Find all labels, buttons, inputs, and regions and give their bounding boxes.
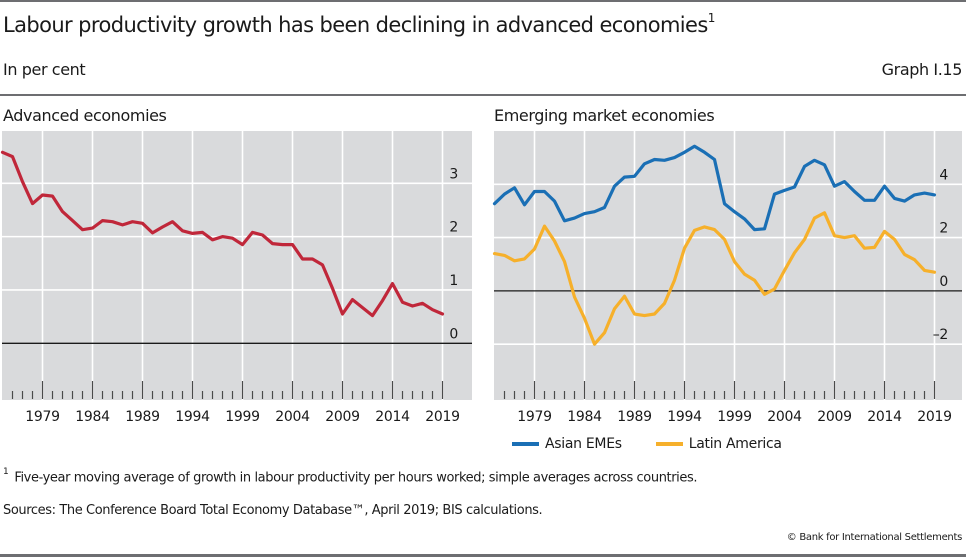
x-tick-label-advanced: 2009 (325, 409, 359, 425)
legend-label-asian-emes: Asian EMEs (545, 436, 622, 452)
x-tick-label-advanced: 1984 (75, 409, 110, 425)
chart-title: Labour productivity growth has been decl… (3, 11, 716, 37)
y-tick-label-emerging: 2 (939, 221, 948, 237)
x-tick-label-emerging: 1979 (517, 409, 551, 425)
bottom-rule (0, 554, 966, 557)
x-tick-label-emerging: 1989 (617, 409, 651, 425)
x-tick-label-emerging: 2014 (867, 409, 902, 425)
x-tick-label-emerging: 2004 (767, 409, 802, 425)
x-tick-label-emerging: 2019 (917, 409, 951, 425)
top-rule (0, 0, 966, 2)
y-tick-label-advanced: 2 (449, 220, 458, 236)
panel-title-advanced: Advanced economies (3, 106, 167, 125)
series-line-asian-emes (492, 144, 937, 232)
unit-subtitle: In per cent (3, 60, 86, 79)
legend-label-latin-america: Latin America (688, 436, 782, 452)
y-tick-label-advanced: 0 (449, 326, 458, 342)
title-footnote-marker: 1 (707, 11, 716, 25)
x-tick-label-emerging: 1994 (667, 409, 702, 425)
x-tick-label-advanced: 2004 (275, 409, 310, 425)
footnote: 1 Five-year moving average of growth in l… (3, 467, 698, 486)
y-tick-label-emerging: 4 (939, 167, 948, 183)
x-tick-label-advanced: 2014 (375, 409, 410, 425)
x-tick-label-emerging: 1984 (567, 409, 602, 425)
footnote-marker: 1 (3, 467, 9, 477)
legend-swatch-latin-america (655, 442, 683, 446)
sources-note: Sources: The Conference Board Total Econ… (3, 503, 543, 518)
y-tick-label-advanced: 3 (449, 166, 458, 182)
x-tick-label-advanced: 2019 (425, 409, 459, 425)
header-rule (0, 94, 966, 96)
x-tick-label-advanced: 1994 (175, 409, 210, 425)
legend-swatch-asian-emes (512, 442, 539, 446)
y-tick-label-emerging: –2 (933, 327, 948, 343)
x-tick-label-emerging: 1999 (717, 409, 751, 425)
footnote-text: Five-year moving average of growth in la… (14, 470, 698, 486)
copyright: © Bank for International Settlements (786, 532, 963, 543)
plot-background-advanced (2, 131, 472, 400)
x-tick-label-advanced: 1989 (125, 409, 159, 425)
x-tick-label-advanced: 1999 (225, 409, 259, 425)
graph-number: Graph I.15 (881, 60, 963, 79)
panel-title-emerging: Emerging market economies (494, 106, 715, 125)
x-tick-label-emerging: 2009 (817, 409, 851, 425)
legend: Asian EMEs Latin America (512, 436, 782, 452)
series-line-latin-america (492, 211, 937, 346)
y-tick-label-advanced: 1 (449, 273, 458, 289)
chart-title-text: Labour productivity growth has been decl… (3, 13, 708, 37)
x-tick-label-advanced: 1979 (25, 409, 59, 425)
y-tick-label-emerging: 0 (939, 274, 948, 290)
series-line-advanced-economies (0, 150, 445, 318)
